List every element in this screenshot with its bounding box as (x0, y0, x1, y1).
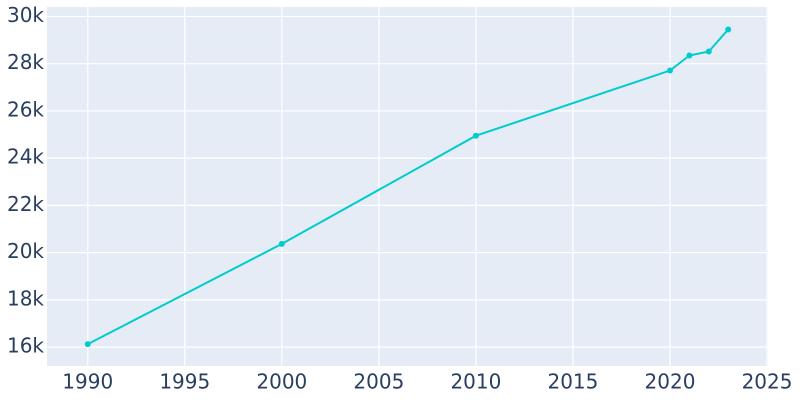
y-tick-label: 30k (7, 3, 44, 27)
x-tick-label: 2015 (547, 370, 598, 394)
point (686, 52, 693, 59)
point (278, 240, 285, 247)
x-tick-label: 1995 (159, 370, 210, 394)
x-tick-label: 2020 (645, 370, 696, 394)
x-tick-label: 1990 (62, 370, 113, 394)
y-tick-label: 28k (7, 50, 44, 74)
y-tick-label: 22k (7, 192, 44, 216)
y-tick-label: 26k (7, 97, 44, 121)
point (666, 67, 673, 74)
point (472, 132, 479, 139)
y-tick-label: 24k (7, 145, 44, 169)
x-tick-label: 2000 (256, 370, 307, 394)
x-tick-label: 2025 (742, 370, 793, 394)
plot-area (47, 7, 768, 366)
x-tick-label: 2005 (353, 370, 404, 394)
point (725, 26, 732, 33)
x-tick-label: 2010 (450, 370, 501, 394)
y-tick-label: 20k (7, 239, 44, 263)
point (84, 341, 91, 348)
y-tick-label: 16k (7, 334, 44, 358)
point (705, 48, 712, 55)
y-tick-label: 18k (7, 286, 44, 310)
